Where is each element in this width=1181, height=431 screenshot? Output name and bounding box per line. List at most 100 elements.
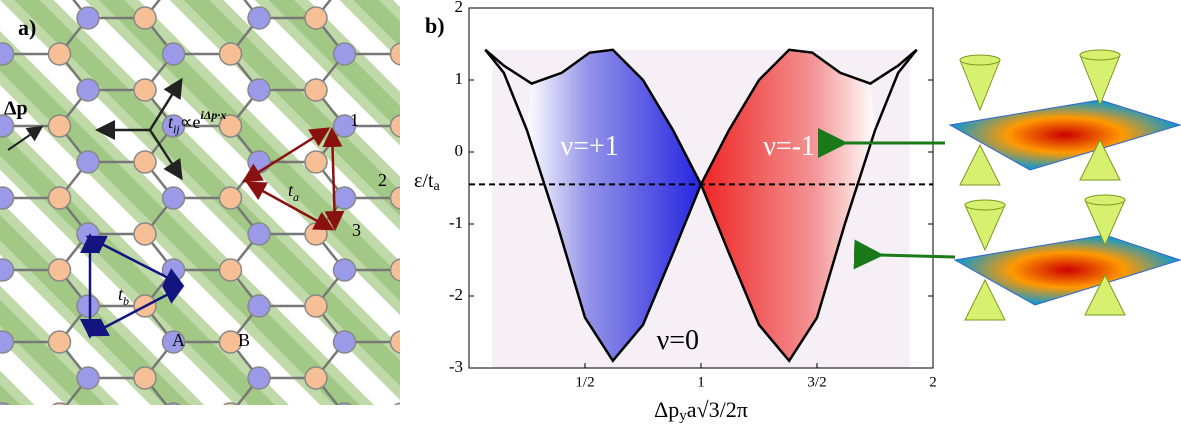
site: [761, 7, 783, 29]
region-shade: [701, 49, 875, 361]
bond: [1000, 162, 1029, 198]
site: [304, 222, 328, 246]
site-3: 3: [352, 220, 361, 240]
site-2: 2: [378, 170, 387, 190]
x-label-rest: a√3/2π: [687, 397, 748, 422]
bond: [829, 0, 858, 18]
bond: [915, 18, 944, 54]
t-sub: b: [123, 294, 129, 308]
bond: [1086, 342, 1115, 378]
site: [133, 150, 157, 174]
site: [393, 402, 400, 405]
bond: [658, 0, 687, 18]
site: [247, 222, 271, 246]
bond: [744, 18, 773, 54]
t: t: [288, 180, 294, 200]
site: [647, 367, 669, 389]
bond: [915, 90, 944, 126]
bond: [573, 18, 602, 54]
bond: [487, 18, 516, 54]
site: [47, 330, 72, 354]
site: [76, 150, 100, 174]
surface: [948, 99, 1181, 171]
bond: [145, 414, 174, 431]
bond: [487, 414, 516, 431]
panel-label: a): [18, 15, 36, 40]
x-label-sub: y: [679, 408, 687, 424]
t-sub: ij: [173, 122, 180, 136]
site: [932, 151, 954, 173]
site: [904, 403, 926, 425]
y-axis-label: ε/ta: [414, 170, 441, 195]
hopping-arrows: [95, 77, 183, 181]
site: [389, 186, 400, 210]
site: [304, 6, 328, 30]
site: [47, 258, 72, 282]
t-sub: a: [293, 190, 299, 204]
site: [47, 42, 72, 66]
bond: [915, 234, 944, 270]
site: [0, 258, 15, 282]
bond: [402, 378, 431, 414]
ta-triangle: [241, 127, 345, 231]
bond: [658, 18, 687, 54]
site: [47, 186, 72, 210]
site: [1018, 403, 1040, 425]
hopping-label: tij∝eiΔp·x: [168, 108, 226, 136]
site: [419, 367, 441, 389]
site: [932, 295, 954, 317]
dp-label: Δp: [4, 98, 28, 120]
site: [133, 366, 157, 390]
bond: [0, 414, 3, 431]
t: t: [168, 112, 174, 132]
y-tick-label: 2: [455, 0, 464, 16]
bond: [1000, 54, 1029, 90]
region-label: ν=+1: [561, 131, 619, 162]
bond: [402, 126, 431, 162]
site: [133, 78, 157, 102]
bond: [487, 0, 516, 18]
region-label: ν=0: [657, 325, 699, 356]
site: [165, 402, 182, 405]
site: [761, 367, 783, 389]
arrow: [853, 239, 956, 270]
t: t: [118, 284, 124, 304]
bond: [1000, 306, 1029, 342]
site: [419, 79, 441, 101]
panel-a-annotations: a) Δp tij∝eiΔp·x ta tb 1 2 3 A B: [4, 15, 387, 350]
site: [505, 403, 527, 425]
site: [336, 402, 353, 405]
bond: [1000, 342, 1029, 378]
exp: iΔp·x: [201, 108, 227, 122]
dp-arrow: [7, 125, 44, 151]
site: [389, 258, 400, 282]
site: [1075, 403, 1097, 425]
region-shade: [527, 49, 701, 361]
site: [1018, 187, 1040, 209]
bond: [487, 378, 516, 414]
bond: [231, 414, 260, 431]
site: [133, 6, 157, 30]
site: [218, 42, 243, 66]
site: [304, 294, 328, 318]
x-label-main: Δp: [654, 397, 679, 422]
ta-label: ta: [288, 180, 299, 204]
x-tick-label: 1/2: [575, 374, 594, 390]
x-tick-label: 3/2: [807, 374, 826, 390]
site: [218, 114, 243, 138]
site: [932, 223, 954, 245]
band-panel: b) ε/ta Δpya√3/2π -3 -2 -1 0 1 2 1/2 1 3/2 2 ν=+1 ν…: [414, 0, 937, 424]
site: [0, 330, 15, 354]
bond: [915, 198, 944, 234]
insets: [818, 49, 1181, 321]
site: [932, 7, 954, 29]
y-tick-label: 0: [455, 141, 464, 160]
site: [76, 366, 100, 390]
bond: [402, 54, 431, 90]
site: [161, 42, 186, 66]
y-label-main: ε/t: [414, 170, 434, 192]
site: [932, 79, 954, 101]
bond: [915, 54, 944, 90]
x-axis-label: Δpya√3/2π: [654, 397, 748, 424]
